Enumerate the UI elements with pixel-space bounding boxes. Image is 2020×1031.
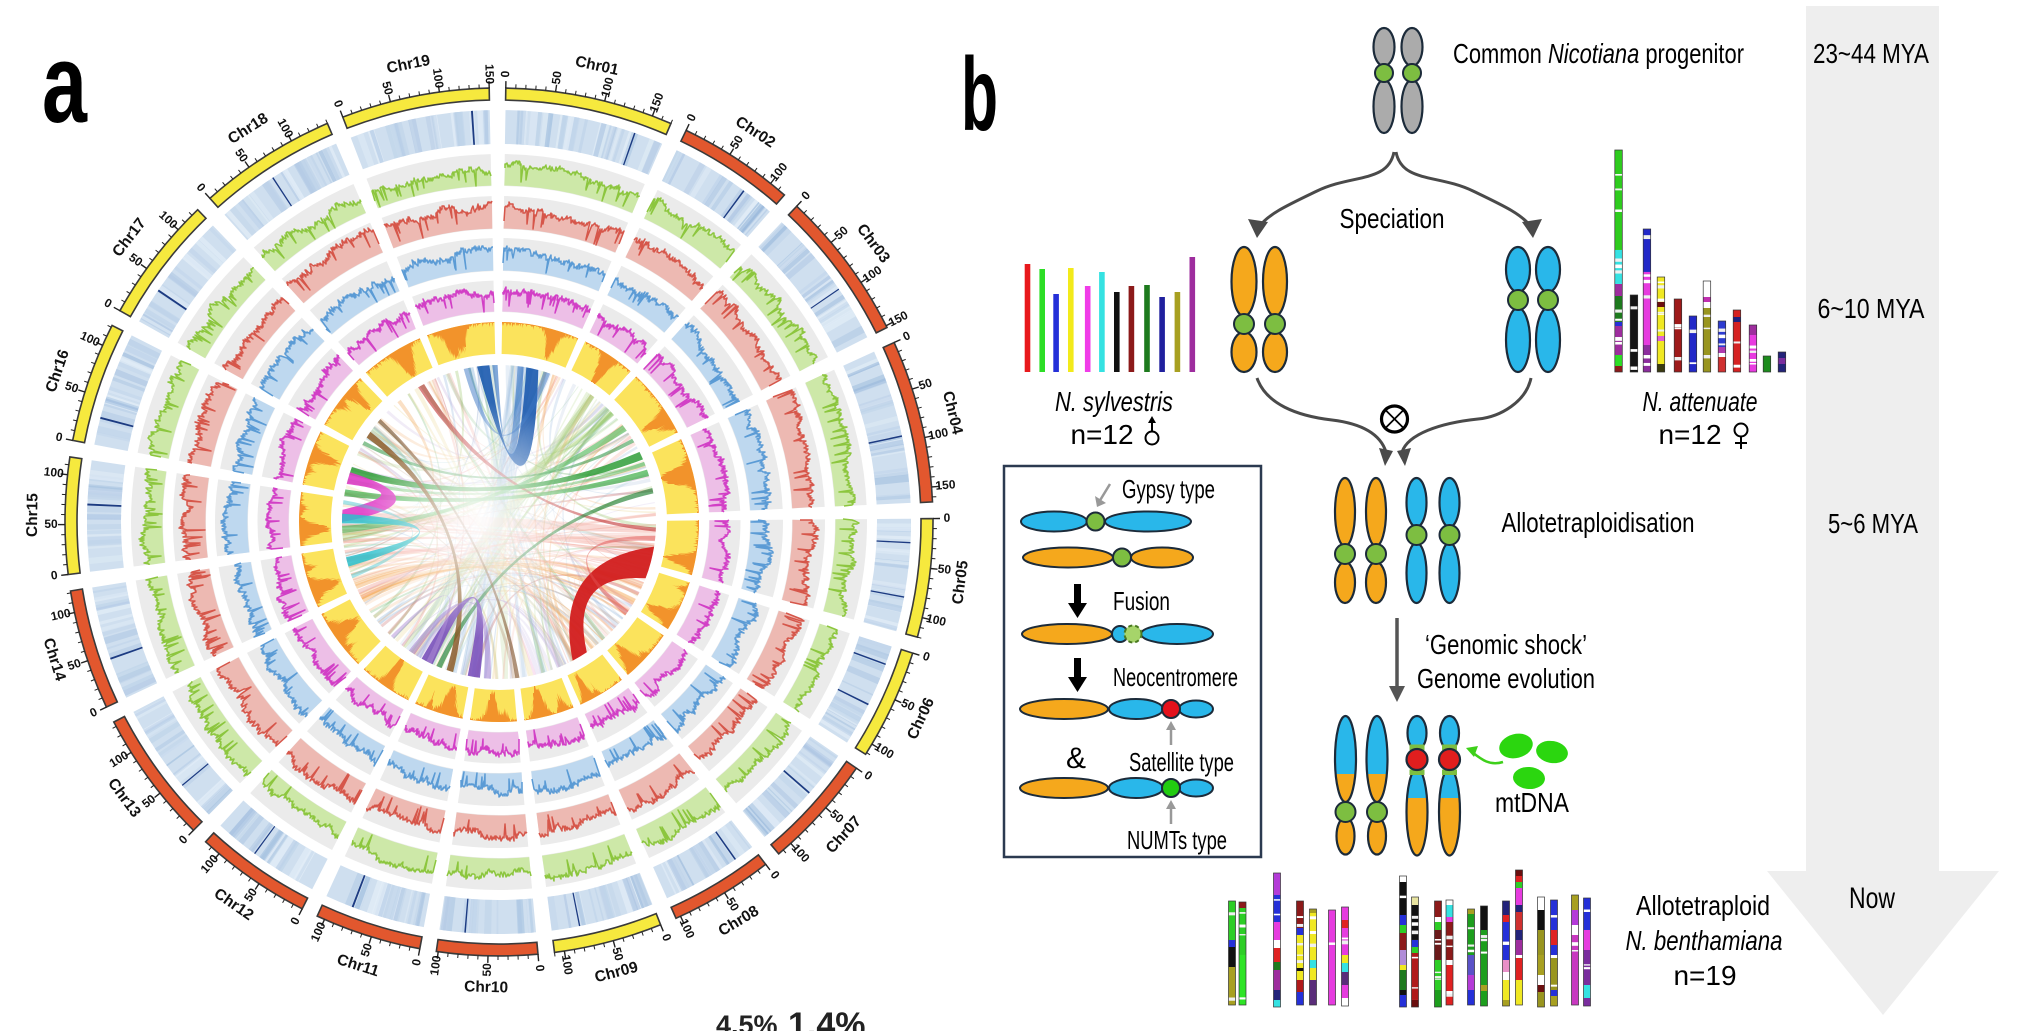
svg-text:n=12: n=12 bbox=[1658, 419, 1721, 450]
svg-text:n=12: n=12 bbox=[1070, 419, 1133, 450]
svg-text:NUMTs type: NUMTs type bbox=[1127, 825, 1227, 855]
svg-text:0: 0 bbox=[498, 70, 512, 77]
svg-text:150: 150 bbox=[646, 90, 666, 114]
svg-text:50: 50 bbox=[723, 895, 742, 914]
svg-text:50: 50 bbox=[66, 656, 83, 674]
svg-text:50: 50 bbox=[63, 378, 80, 395]
svg-text:150: 150 bbox=[935, 477, 956, 493]
svg-text:Gypsy type: Gypsy type bbox=[1122, 474, 1215, 504]
svg-text:‘Genomic shock’: ‘Genomic shock’ bbox=[1425, 629, 1587, 660]
svg-text:100: 100 bbox=[925, 611, 948, 629]
svg-text:50: 50 bbox=[379, 80, 396, 97]
svg-text:b: b bbox=[961, 37, 998, 153]
svg-text:50: 50 bbox=[937, 562, 952, 577]
svg-text:0: 0 bbox=[533, 964, 548, 972]
svg-text:100: 100 bbox=[430, 67, 447, 89]
svg-text:Satellite type: Satellite type bbox=[1129, 747, 1234, 777]
svg-text:Speciation: Speciation bbox=[1340, 203, 1445, 234]
svg-text:0: 0 bbox=[921, 649, 932, 664]
svg-text:100: 100 bbox=[598, 76, 617, 99]
svg-text:mtDNA: mtDNA bbox=[1495, 787, 1569, 818]
svg-text:0: 0 bbox=[944, 511, 951, 525]
svg-text:Common Nicotiana progenitor: Common Nicotiana progenitor bbox=[1453, 38, 1744, 69]
svg-text:Allotetraploidisation: Allotetraploidisation bbox=[1502, 507, 1695, 538]
svg-text:100: 100 bbox=[43, 464, 65, 480]
svg-text:50: 50 bbox=[358, 941, 375, 958]
svg-text:Neocentromere: Neocentromere bbox=[1113, 662, 1238, 692]
svg-text:Genome evolution: Genome evolution bbox=[1417, 663, 1595, 694]
svg-text:100: 100 bbox=[49, 606, 72, 624]
svg-text:&: & bbox=[1066, 742, 1086, 775]
svg-text:0: 0 bbox=[331, 98, 347, 110]
svg-text:a: a bbox=[42, 21, 88, 146]
svg-text:100: 100 bbox=[559, 954, 576, 976]
svg-text:Chr15: Chr15 bbox=[24, 493, 42, 538]
svg-text:150: 150 bbox=[482, 64, 496, 85]
svg-text:6~10 MYA: 6~10 MYA bbox=[1818, 293, 1925, 324]
svg-text:50: 50 bbox=[609, 946, 626, 963]
svg-text:N. benthamiana: N. benthamiana bbox=[1626, 925, 1783, 956]
svg-text:5~6 MYA: 5~6 MYA bbox=[1828, 508, 1918, 539]
svg-text:n=19: n=19 bbox=[1673, 960, 1736, 991]
svg-text:0: 0 bbox=[659, 932, 675, 944]
svg-text:0: 0 bbox=[409, 957, 424, 966]
svg-text:N. sylvestris: N. sylvestris bbox=[1055, 386, 1173, 417]
svg-text:Now: Now bbox=[1849, 882, 1895, 915]
svg-text:Chr10: Chr10 bbox=[464, 978, 508, 996]
svg-text:50: 50 bbox=[917, 375, 934, 393]
svg-text:50: 50 bbox=[549, 70, 565, 85]
svg-text:Fusion: Fusion bbox=[1113, 586, 1170, 616]
svg-text:Allotetraploid: Allotetraploid bbox=[1636, 890, 1770, 921]
svg-text:4.5%: 4.5% bbox=[716, 1010, 778, 1031]
svg-text:100: 100 bbox=[427, 954, 444, 976]
svg-text:50: 50 bbox=[899, 696, 917, 714]
svg-text:100: 100 bbox=[927, 425, 950, 443]
svg-text:1.4%: 1.4% bbox=[788, 1006, 866, 1031]
svg-text:23~44 MYA: 23~44 MYA bbox=[1813, 38, 1929, 69]
svg-text:0: 0 bbox=[55, 429, 64, 444]
svg-text:N. attenuate: N. attenuate bbox=[1643, 386, 1758, 417]
svg-text:0: 0 bbox=[50, 568, 59, 583]
svg-text:50: 50 bbox=[44, 517, 58, 531]
svg-text:50: 50 bbox=[480, 963, 494, 977]
svg-text:Chr05: Chr05 bbox=[949, 559, 972, 605]
